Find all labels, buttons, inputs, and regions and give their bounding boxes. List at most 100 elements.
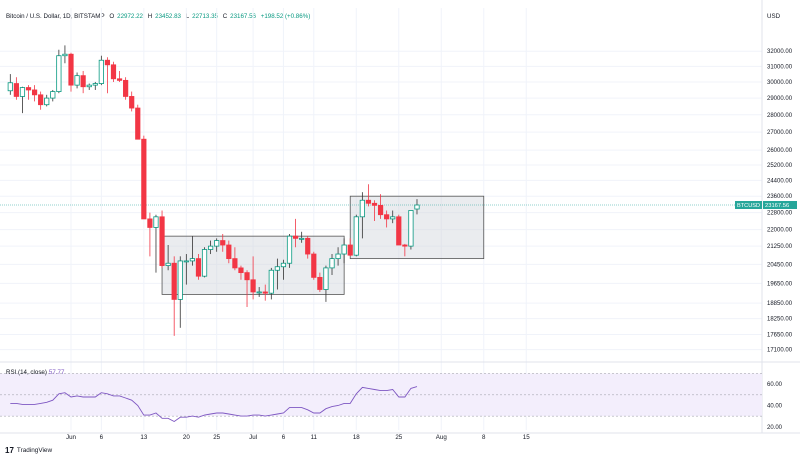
last-price-tag: BTCUSD 23167.56: [735, 200, 797, 209]
candle-body: [62, 53, 68, 57]
candle-body: [153, 216, 159, 228]
tradingview-brand[interactable]: 17 TradingView: [5, 446, 52, 455]
candle: [189, 236, 195, 266]
candle: [44, 94, 50, 107]
candle: [377, 194, 384, 219]
candle: [390, 210, 396, 224]
candle: [244, 270, 250, 307]
rsi-title: RSI (14, close): [6, 369, 47, 376]
x-tick-label: 25: [213, 434, 220, 441]
candle: [384, 210, 390, 228]
rsi-y-tick-label: 20.00: [767, 425, 783, 431]
x-tick-label: Jun: [66, 434, 77, 441]
x-tick-label: 6: [100, 434, 104, 441]
open-label: O: [109, 13, 115, 20]
price-tag-bg: [763, 200, 797, 209]
candle: [347, 238, 353, 257]
y-tick-label: 30000.00: [767, 80, 793, 86]
candle: [201, 247, 208, 278]
candle: [262, 284, 268, 301]
x-tick-label: Jul: [249, 434, 257, 441]
high-label: H: [147, 13, 153, 20]
y-tick-label: 29000.00: [767, 96, 793, 102]
candle-body: [98, 59, 104, 84]
candle-body: [177, 260, 183, 300]
x-tick-label: Aug: [436, 434, 448, 441]
candle: [7, 74, 13, 95]
candle: [256, 287, 262, 297]
candle: [402, 243, 408, 257]
candle-body: [286, 235, 293, 264]
rsi-legend: RSI (14, close) 57.77: [6, 369, 64, 376]
candle-body: [384, 214, 390, 220]
candle-body: [183, 260, 189, 263]
candle: [365, 184, 372, 207]
candle: [414, 199, 420, 215]
candle-body: [110, 64, 117, 80]
change-value: +198.52 (+0.86%): [260, 13, 311, 20]
candle: [238, 265, 244, 280]
candle-body: [329, 258, 335, 269]
candle-body: [365, 199, 372, 204]
candle-body: [104, 59, 111, 66]
x-tick-label: 13: [140, 434, 147, 441]
candle-body: [201, 249, 208, 277]
currency-label[interactable]: USD: [767, 13, 781, 20]
candle: [183, 254, 189, 285]
y-tick-label: 17100.00: [767, 348, 793, 354]
x-tick-label: 15: [523, 434, 530, 441]
candle-body: [13, 83, 19, 97]
y-tick-label: 28000.00: [767, 113, 793, 119]
symbol-title: Bitcoin / U.S. Dollar, 1D, BITSTAMP: [6, 13, 105, 20]
y-tick-label: 22000.00: [767, 228, 793, 234]
candle: [214, 238, 220, 252]
candle-body: [25, 87, 32, 91]
symbol-tag-text: BTCUSD: [737, 203, 760, 209]
close-value: 23167.56: [230, 13, 256, 20]
candle-body: [256, 291, 262, 294]
candle-body: [250, 279, 256, 293]
candle: [317, 272, 323, 292]
candle: [31, 85, 38, 102]
candle-body: [268, 269, 274, 294]
candle-body: [68, 53, 74, 86]
open-value: 22972.22: [117, 13, 143, 20]
candle-body: [80, 75, 86, 88]
x-tick-label: 25: [395, 434, 402, 441]
candle-body: [390, 216, 396, 220]
candle-body: [147, 218, 153, 228]
candle: [86, 83, 92, 90]
candle-body: [135, 107, 141, 140]
y-tick-label: 23600.00: [767, 194, 793, 200]
candle: [232, 247, 238, 271]
candle-body: [86, 84, 92, 88]
candle: [171, 256, 177, 336]
close-label: C: [222, 13, 228, 20]
candle: [341, 238, 347, 264]
candle: [359, 192, 365, 239]
candle-body: [92, 83, 98, 86]
candle: [165, 245, 171, 271]
candle-body: [353, 216, 359, 256]
candle: [135, 104, 141, 140]
candle-body: [123, 79, 129, 97]
candle-body: [341, 244, 347, 255]
candle: [116, 70, 123, 82]
candle-body: [402, 244, 408, 247]
candle-body: [244, 272, 250, 281]
brand-name: TradingView: [16, 447, 53, 454]
candle-body: [195, 258, 202, 277]
candle-body: [371, 202, 378, 206]
candle-body: [335, 253, 341, 260]
candle: [323, 265, 329, 302]
candle: [208, 240, 214, 255]
candle: [129, 91, 135, 112]
x-tick-label: 18: [353, 434, 360, 441]
rsi-y-tick-label: 60.00: [767, 382, 783, 388]
candle-body: [50, 91, 56, 99]
candle-body: [116, 78, 123, 81]
candle: [19, 86, 26, 114]
candle: [50, 89, 56, 102]
rsi-y-tick-label: 40.00: [767, 403, 783, 409]
